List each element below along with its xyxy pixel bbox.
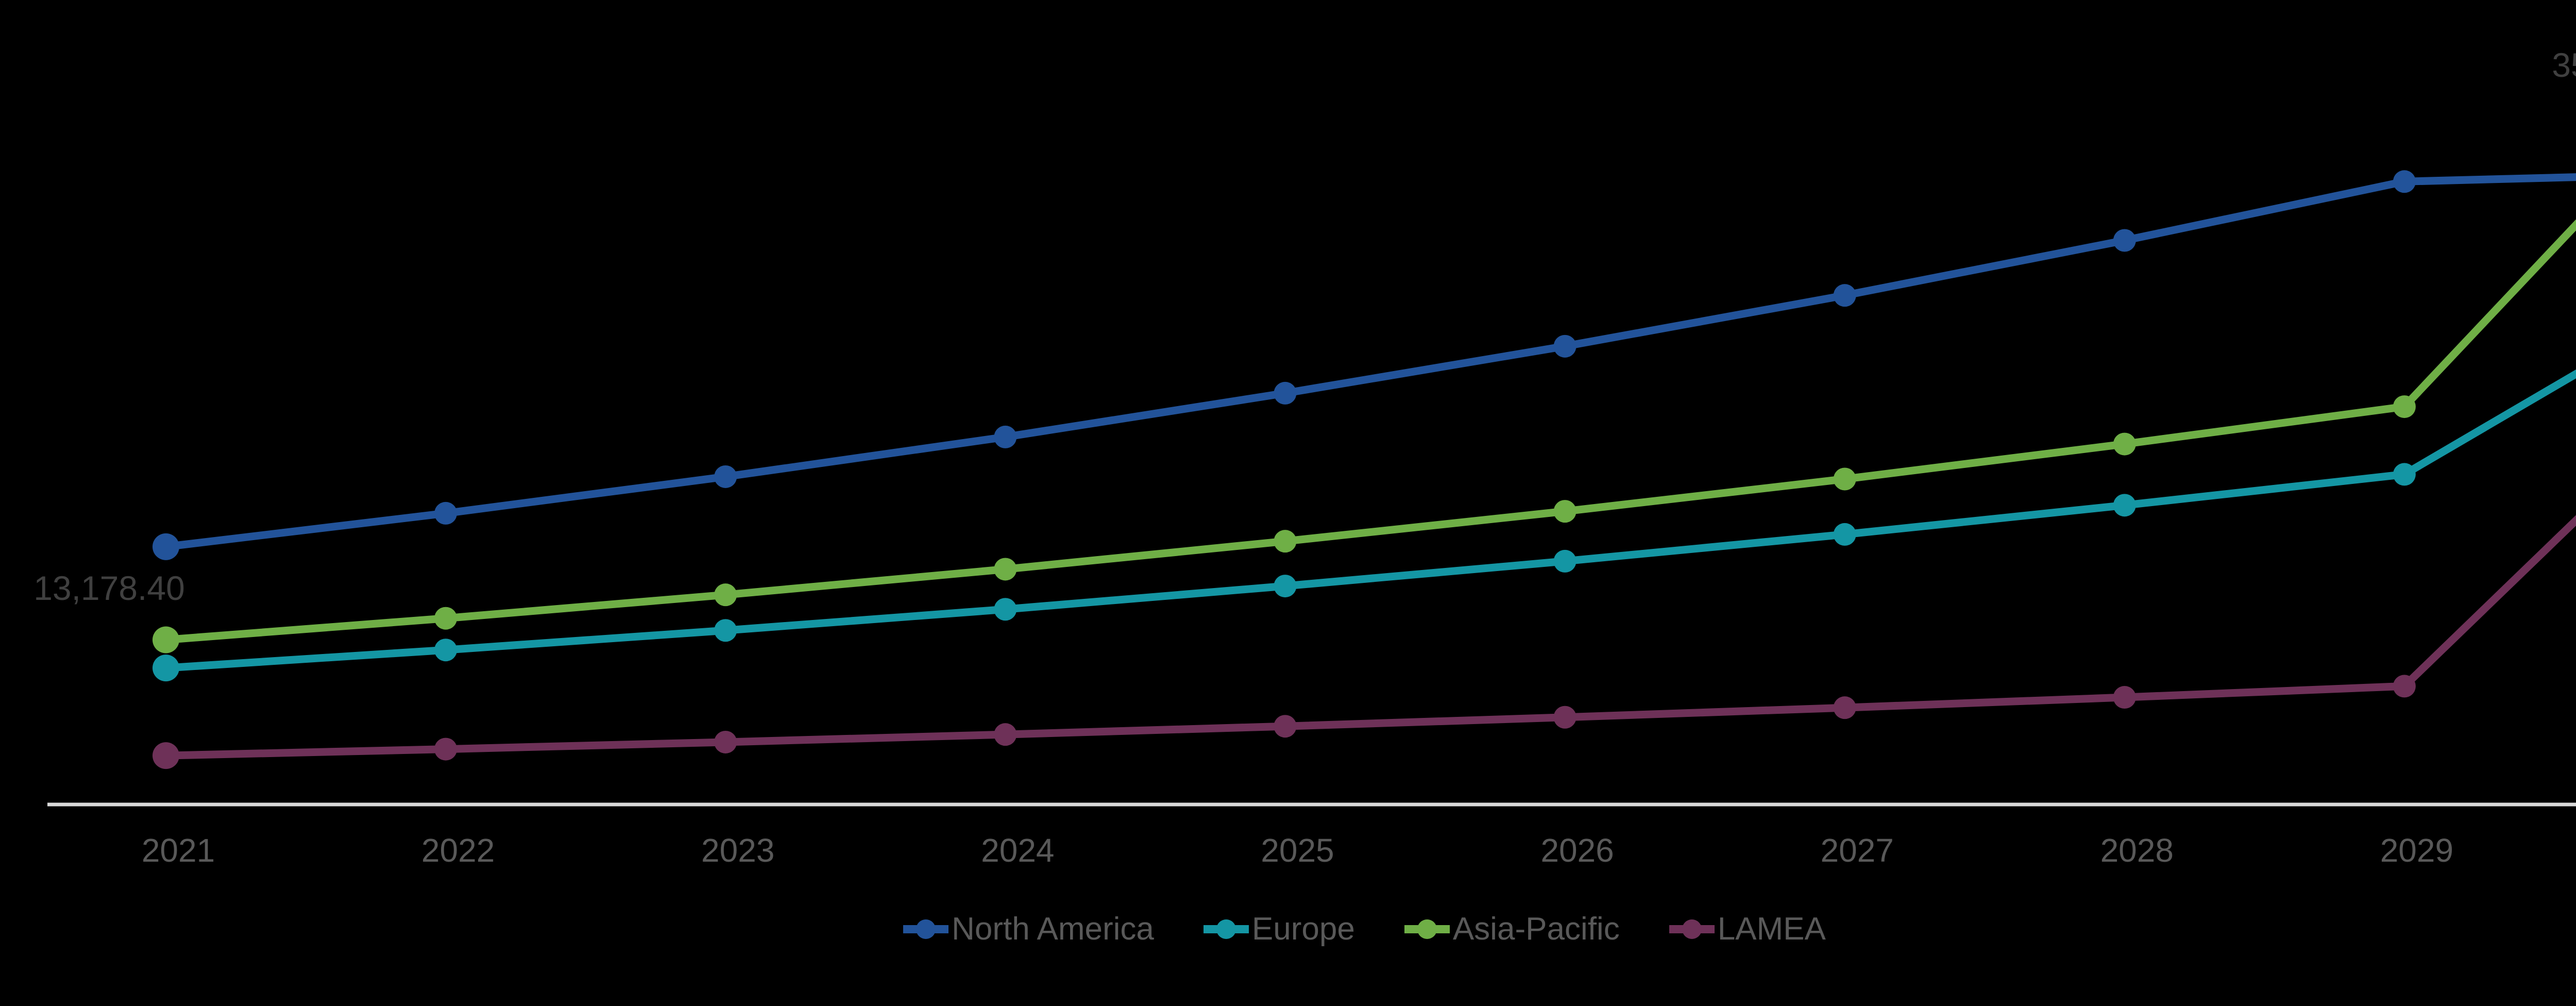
x-tick-label-2025: 2025 — [1261, 832, 1334, 869]
legend-item-lamea[interactable]: LAMEA — [1669, 913, 1826, 945]
data-point[interactable] — [434, 737, 457, 761]
series-lamea — [152, 515, 2576, 769]
data-point[interactable] — [1553, 500, 1577, 523]
data-point[interactable] — [1833, 467, 1856, 491]
data-point[interactable] — [2393, 395, 2416, 418]
series-north-america — [152, 170, 2576, 560]
data-point[interactable] — [1274, 530, 1297, 553]
data-point[interactable] — [2113, 686, 2136, 709]
series-layer — [152, 170, 2576, 769]
legend-item-asia-pacific[interactable]: Asia-Pacific — [1404, 913, 1620, 945]
legend-label: North America — [952, 911, 1154, 947]
series-line — [162, 219, 2576, 644]
data-point[interactable] — [994, 425, 1017, 448]
data-point[interactable] — [152, 655, 179, 682]
legend-item-europe[interactable]: Europe — [1203, 911, 1355, 947]
data-point[interactable] — [1833, 696, 1856, 719]
x-tick-label-2029: 2029 — [2380, 832, 2454, 869]
data-point[interactable] — [2113, 229, 2136, 252]
x-tick-label-2021: 2021 — [141, 832, 215, 869]
series-line — [162, 369, 2576, 672]
data-point[interactable] — [152, 533, 179, 560]
data-value-label: 13,178.40 — [33, 568, 185, 607]
data-point[interactable] — [434, 607, 457, 630]
data-point[interactable] — [2113, 494, 2136, 517]
x-tick-label-2024: 2024 — [981, 832, 1055, 869]
x-tick-label-2022: 2022 — [421, 832, 495, 869]
data-point[interactable] — [2393, 463, 2416, 486]
legend-label: Europe — [1251, 911, 1355, 947]
x-tick-label-2023: 2023 — [701, 832, 775, 869]
x-tick-label-2028: 2028 — [2100, 832, 2174, 869]
data-point[interactable] — [1833, 284, 1856, 307]
data-point[interactable] — [994, 723, 1017, 746]
data-point[interactable] — [2393, 170, 2416, 193]
data-point[interactable] — [2393, 675, 2416, 698]
legend-marker-icon — [903, 916, 949, 943]
data-point[interactable] — [714, 583, 737, 607]
x-tick-label-2026: 2026 — [1540, 832, 1614, 869]
data-point[interactable] — [152, 626, 179, 653]
series-line — [162, 515, 2576, 760]
data-point[interactable] — [714, 730, 737, 753]
legend-marker-icon — [1203, 916, 1249, 943]
data-point[interactable] — [434, 639, 457, 662]
legend-marker-icon — [1669, 916, 1715, 943]
data-point[interactable] — [1553, 334, 1577, 358]
chart-legend: North America Europe Asia-Pacific LAMEA — [0, 913, 2576, 945]
legend-label: Asia-Pacific — [1452, 911, 1620, 947]
data-point[interactable] — [434, 501, 457, 525]
data-point[interactable] — [2113, 432, 2136, 456]
x-tick-label-2027: 2027 — [1820, 832, 1894, 869]
legend-item-north-america[interactable]: North America — [903, 913, 1154, 945]
data-point[interactable] — [1553, 706, 1577, 729]
data-point[interactable] — [1274, 575, 1297, 598]
data-point[interactable] — [994, 598, 1017, 621]
data-point[interactable] — [714, 619, 737, 642]
series-line — [162, 173, 2576, 551]
data-point[interactable] — [152, 742, 179, 769]
data-point[interactable] — [1274, 715, 1297, 738]
series-europe — [152, 369, 2576, 682]
data-value-label: 35,491.60 — [2552, 46, 2576, 85]
data-point[interactable] — [1833, 523, 1856, 546]
data-point[interactable] — [714, 465, 737, 488]
data-point[interactable] — [994, 558, 1017, 581]
data-point[interactable] — [1553, 549, 1577, 573]
series-asia-pacific — [152, 219, 2576, 653]
legend-marker-icon — [1404, 916, 1450, 943]
data-point[interactable] — [1274, 381, 1297, 405]
legend-label: LAMEA — [1717, 911, 1826, 947]
